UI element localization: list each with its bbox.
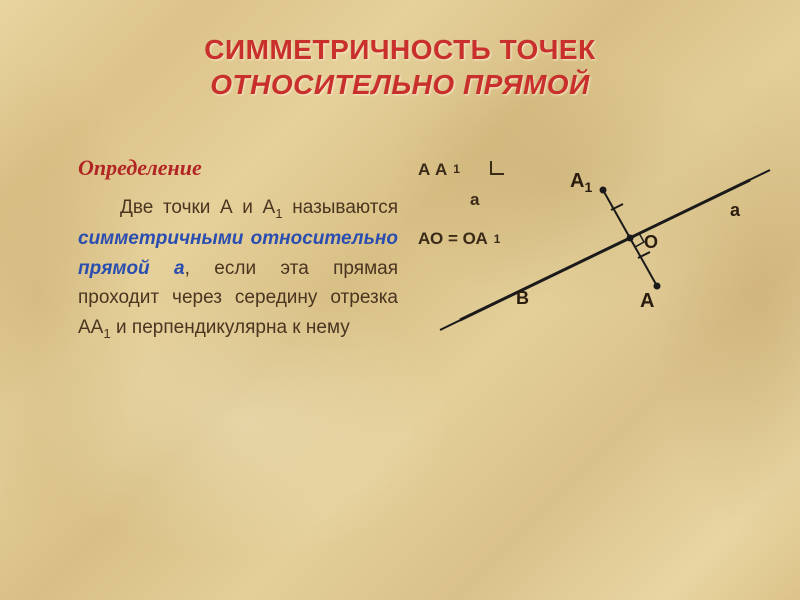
diagram-svg (420, 140, 780, 360)
definition-block: Определение Две точки А и А1 называются … (78, 155, 398, 344)
geometry-diagram: А1 О А В а (420, 140, 780, 360)
point-a1 (600, 187, 607, 194)
label-b: В (516, 288, 529, 309)
definition-heading: Определение (78, 155, 398, 181)
def-p1a-sub: 1 (275, 206, 282, 221)
label-o: О (644, 232, 658, 253)
title-line2: ОТНОСИТЕЛЬНО ПРЯМОЙ (210, 69, 589, 100)
label-line-a: а (730, 200, 740, 221)
def-p1d: и перпендикулярна к нему (111, 317, 350, 338)
definition-body: Две точки А и А1 называются симметричным… (78, 193, 398, 344)
point-a (654, 283, 661, 290)
def-p1c-sub: 1 (103, 326, 110, 341)
def-p1a: Две точки А и А (120, 197, 275, 218)
title-line1: СИММЕТРИЧНОСТЬ ТОЧЕК (204, 34, 595, 65)
label-a: А (640, 290, 654, 313)
point-o (627, 235, 634, 242)
def-p1b: называются (283, 197, 398, 218)
label-a1: А1 (570, 170, 592, 195)
slide-title: СИММЕТРИЧНОСТЬ ТОЧЕК ОТНОСИТЕЛЬНО ПРЯМОЙ (0, 32, 800, 102)
line-a-inner (460, 180, 750, 320)
